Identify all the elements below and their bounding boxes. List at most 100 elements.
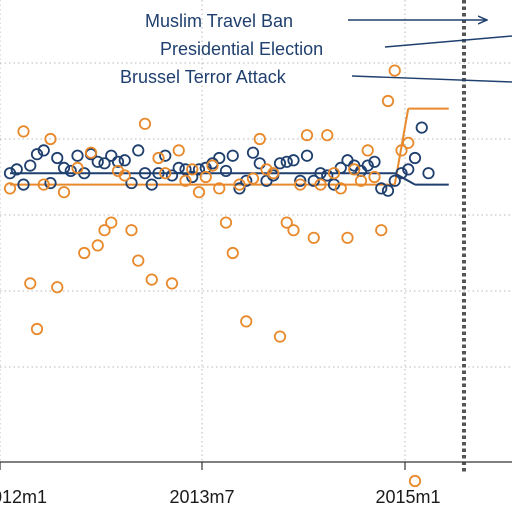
data-point-series-2 — [91, 239, 104, 252]
annotation-presidential-election: Presidential Election — [160, 39, 323, 59]
data-point-series-2 — [307, 231, 320, 244]
data-point-series-1 — [294, 174, 307, 187]
data-point-series-1 — [300, 149, 314, 162]
data-point-series-1 — [111, 155, 125, 168]
data-point-series-2 — [84, 146, 98, 159]
data-point-series-2 — [172, 144, 185, 157]
data-point-series-1 — [321, 169, 334, 182]
fit-line-series-1 — [394, 172, 416, 186]
data-point-series-1 — [307, 174, 320, 187]
data-point-series-2 — [71, 161, 84, 174]
x-axis: 2012m1 2013m7 2015m1 — [0, 461, 512, 507]
data-point-series-2 — [138, 117, 152, 130]
data-point-series-2 — [44, 132, 57, 146]
data-point-series-1 — [402, 163, 415, 176]
data-point-series-1 — [226, 149, 239, 162]
data-point-series-1 — [51, 151, 64, 165]
data-point-series-2 — [165, 277, 179, 290]
data-point-series-1 — [186, 170, 199, 184]
data-point-series-2 — [381, 94, 395, 108]
data-point-series-1 — [314, 167, 327, 180]
data-point-series-1 — [233, 182, 246, 195]
data-point-series-1 — [57, 161, 71, 174]
data-point-series-2 — [267, 167, 280, 180]
data-point-series-2 — [408, 474, 422, 488]
x-tick-label: 2013m7 — [169, 487, 234, 507]
data-point-series-2 — [273, 330, 287, 343]
annotation-brussel-terror-attack-arrow — [351, 75, 512, 83]
data-point-series-2 — [57, 186, 71, 199]
data-point-series-1 — [341, 154, 354, 167]
data-point-series-2 — [253, 132, 266, 146]
data-point-series-2 — [78, 246, 91, 260]
data-point-series-2 — [260, 163, 273, 176]
data-point-series-2 — [125, 224, 138, 237]
data-point-series-2 — [192, 186, 206, 199]
data-point-series-2 — [388, 64, 401, 77]
data-point-series-2 — [105, 216, 118, 229]
data-point-series-2 — [300, 129, 314, 142]
data-point-series-1 — [10, 163, 23, 176]
data-point-series-1 — [240, 174, 253, 187]
data-point-series-2 — [37, 178, 50, 191]
data-point-series-2 — [226, 246, 239, 260]
data-point-series-1 — [213, 151, 226, 165]
data-points-layer — [3, 64, 435, 488]
data-point-series-1 — [3, 167, 17, 180]
data-point-series-1 — [37, 144, 50, 157]
data-point-series-1 — [179, 163, 192, 176]
data-point-series-1 — [381, 184, 395, 197]
data-point-series-2 — [51, 281, 64, 294]
data-point-series-2 — [213, 182, 226, 195]
data-point-series-2 — [132, 254, 145, 267]
data-point-series-2 — [294, 178, 307, 191]
data-point-series-1 — [395, 167, 408, 180]
data-point-series-1 — [30, 148, 44, 161]
data-point-series-1 — [361, 159, 374, 172]
data-point-series-1 — [118, 154, 131, 167]
data-point-series-2 — [395, 144, 408, 157]
data-point-series-2 — [375, 224, 388, 237]
grid-layer — [0, 0, 512, 462]
data-point-series-2 — [246, 172, 260, 185]
data-point-series-1 — [44, 176, 57, 190]
data-point-series-2 — [118, 169, 131, 182]
data-point-series-1 — [375, 182, 388, 195]
data-point-series-1 — [219, 164, 233, 178]
data-point-series-1 — [172, 161, 185, 174]
x-tick-label: 2012m1 — [0, 487, 47, 507]
data-point-series-2 — [219, 216, 233, 229]
data-point-series-2 — [159, 167, 172, 180]
data-point-series-2 — [179, 174, 192, 187]
data-point-series-1 — [71, 149, 84, 162]
data-point-series-2 — [24, 277, 37, 290]
data-point-series-1 — [105, 149, 118, 162]
data-point-series-2 — [402, 136, 415, 149]
data-point-series-1 — [246, 146, 260, 159]
data-point-series-2 — [368, 170, 381, 184]
data-point-series-1 — [145, 178, 158, 191]
data-point-series-1 — [64, 164, 77, 178]
data-point-series-1 — [287, 154, 300, 167]
data-point-series-1 — [91, 155, 104, 168]
data-point-series-1 — [280, 155, 293, 168]
annotation-layer: Muslim Travel Ban Presidential Election Br… — [120, 11, 512, 87]
data-point-series-1 — [415, 121, 428, 134]
data-point-series-2 — [348, 163, 361, 176]
data-point-series-2 — [152, 151, 165, 165]
data-point-series-1 — [17, 178, 30, 191]
data-point-series-1 — [132, 144, 145, 157]
data-point-series-2 — [287, 224, 300, 237]
data-point-series-2 — [98, 224, 111, 237]
data-point-series-2 — [206, 159, 219, 172]
data-point-series-2 — [145, 273, 158, 286]
data-point-series-2 — [240, 315, 253, 328]
data-point-series-2 — [354, 174, 368, 187]
data-point-series-1 — [192, 163, 206, 176]
data-point-series-1 — [138, 167, 152, 180]
data-point-series-1 — [273, 157, 287, 170]
data-point-series-1 — [125, 176, 138, 190]
annotation-presidential-election-arrow — [384, 35, 512, 48]
data-point-series-1 — [24, 159, 37, 172]
